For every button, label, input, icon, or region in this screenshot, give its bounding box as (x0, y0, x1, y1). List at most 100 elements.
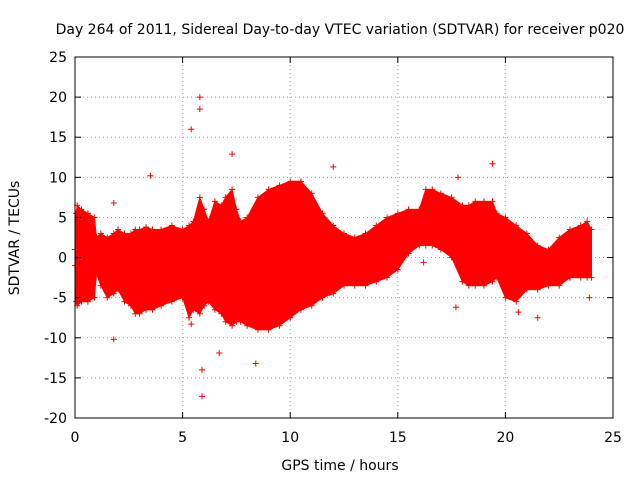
y-axis-label: SDTVAR / TECUs (7, 181, 23, 296)
data-point (373, 278, 380, 285)
data-point (362, 282, 369, 289)
data-point (143, 224, 150, 231)
data-point (233, 206, 240, 213)
data-point (121, 230, 128, 237)
outlier-point (229, 151, 236, 158)
data-point (489, 278, 496, 285)
data-point (448, 254, 455, 261)
plot-frame (74, 56, 614, 419)
data-point (588, 274, 595, 281)
outlier-point (196, 94, 203, 101)
data-point (190, 306, 197, 313)
data-point (341, 282, 347, 289)
data-point (493, 210, 500, 217)
y-tick-label: -10 (44, 331, 67, 347)
data-point (186, 222, 193, 229)
data-point (91, 294, 98, 301)
data-point (73, 298, 80, 305)
outlier-point (489, 160, 496, 167)
data-point (218, 202, 225, 209)
data-series (72, 178, 595, 333)
data-point (480, 198, 487, 205)
data-point (465, 282, 472, 289)
data-point (319, 294, 326, 301)
x-axis-label: GPS time / hours (281, 458, 398, 474)
data-point (179, 294, 186, 301)
x-tick-label: 20 (496, 430, 514, 446)
data-point (308, 302, 315, 309)
data-point (493, 274, 500, 281)
data-point (502, 214, 509, 221)
data-point (287, 314, 294, 321)
data-point (472, 282, 479, 289)
data-point (437, 246, 444, 253)
data-point (566, 274, 573, 281)
outlier-point (216, 350, 223, 357)
data-point (222, 194, 229, 201)
data-point (416, 242, 423, 249)
data-point (237, 318, 244, 325)
outlier-point (188, 321, 195, 328)
data-point (373, 222, 380, 229)
data-point (394, 266, 401, 273)
data-point (351, 282, 358, 289)
y-tick-label: 15 (49, 130, 67, 146)
data-point (502, 294, 509, 301)
axis-ticks: 0 5 10 15 20 25 -20 -15 -10 -5 0 5 10 15 20 25 (44, 50, 622, 446)
data-point (459, 278, 466, 285)
data-point (416, 206, 423, 213)
outlier-point (452, 304, 459, 311)
y-tick-label: 5 (58, 210, 67, 226)
data-point (110, 290, 117, 297)
outlier-point (188, 126, 195, 133)
outlier-point (330, 163, 337, 170)
x-tick-label: 0 (71, 430, 80, 446)
data-point (405, 206, 412, 213)
data-point (254, 326, 261, 333)
data-point (330, 290, 337, 297)
data-point (577, 222, 584, 229)
chart-title: Day 264 of 2011, Sidereal Day-to-day VTE… (56, 22, 625, 38)
data-point (545, 246, 552, 253)
data-point (229, 322, 236, 329)
outlier-point (196, 106, 203, 113)
data-point (297, 306, 304, 313)
data-point (523, 286, 530, 293)
data-point (211, 306, 218, 313)
outlier-point (534, 314, 541, 321)
data-point (127, 230, 134, 237)
data-point (319, 210, 326, 217)
data-point (205, 298, 212, 305)
data-point (136, 226, 143, 233)
data-point (237, 218, 244, 225)
y-tick-label: -15 (44, 371, 67, 387)
data-point (222, 318, 229, 325)
data-point (158, 226, 165, 233)
data-point (276, 322, 283, 329)
outlier-markers (110, 94, 593, 400)
data-point (149, 306, 156, 313)
y-tick-label: 25 (49, 50, 67, 66)
data-point (136, 310, 143, 317)
data-point (534, 242, 541, 249)
data-point (201, 206, 208, 213)
y-tick-label: 20 (49, 90, 67, 106)
data-point (244, 322, 251, 329)
data-point (205, 218, 212, 225)
data-point (489, 198, 496, 205)
data-point (254, 194, 261, 201)
data-point (78, 298, 85, 305)
data-point (330, 222, 337, 229)
data-point (308, 190, 315, 197)
data-point (405, 250, 412, 257)
data-point (110, 230, 117, 237)
data-point (556, 234, 563, 241)
data-point (566, 226, 573, 233)
data-point (149, 226, 156, 233)
data-point (422, 242, 429, 249)
data-point (168, 298, 175, 305)
data-point (362, 230, 369, 237)
data-point (577, 274, 584, 281)
data-point (73, 210, 80, 217)
data-point (384, 214, 391, 221)
